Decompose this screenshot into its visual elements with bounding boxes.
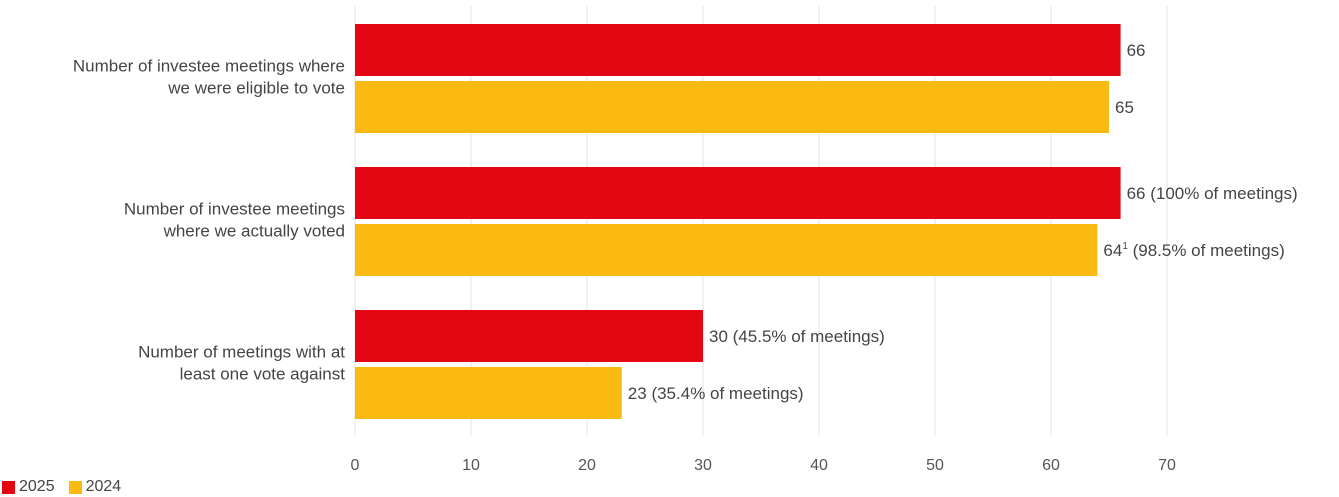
x-tick-label-10: 10 [462,457,480,474]
x-tick-label-60: 60 [1042,457,1060,474]
data-label-percent: (35.4% of meetings) [647,384,804,403]
x-tick-label-0: 0 [351,457,360,474]
bar-2025-1 [355,167,1121,219]
category-label-0-line-1: we were eligible to vote [167,79,345,98]
x-tick-label-70: 70 [1158,457,1176,474]
data-label-footnote: 1 [1122,241,1128,252]
legend-item-2024: 2024 [68,478,122,496]
data-label-value: 64 [1103,241,1122,260]
data-label-percent: (45.5% of meetings) [728,327,885,346]
x-tick-label-30: 30 [694,457,712,474]
legend-item-2025: 2025 [2,478,55,496]
category-label-2-line-0: Number of meetings with at [138,343,345,362]
chart-legend: 2025 2024 [2,478,135,496]
data-label-percent: (100% of meetings) [1146,184,1298,203]
data-label-2025-1: 66 (100% of meetings) [1127,184,1298,203]
bar-2024-1 [355,224,1098,276]
data-label-value: 23 [628,384,647,403]
x-tick-label-40: 40 [810,457,828,474]
data-label-value: 30 [709,327,728,346]
data-label-2025-2: 30 (45.5% of meetings) [709,327,885,346]
legend-label-2024: 2024 [85,478,122,495]
legend-swatch-2024 [68,480,82,494]
data-label-value: 66 [1127,184,1146,203]
legend-label-2025: 2025 [19,478,55,495]
x-tick-label-20: 20 [578,457,596,474]
bar-2025-0 [355,24,1121,76]
data-label-2024-2: 23 (35.4% of meetings) [628,384,804,403]
category-label-0-line-0: Number of investee meetings where [73,57,345,76]
category-label-2-line-1: least one vote against [180,365,346,384]
bar-2024-2 [355,367,622,419]
category-label-1-line-1: where we actually voted [163,222,345,241]
data-label-value: 66 [1127,41,1146,60]
bar-2025-2 [355,310,703,362]
legend-swatch-2025 [2,480,15,494]
data-label-2024-0: 65 [1115,98,1134,117]
bar-2024-0 [355,81,1109,133]
category-label-1-line-0: Number of investee meetings [124,200,345,219]
data-label-2025-0: 66 [1127,41,1146,60]
data-label-percent: (98.5% of meetings) [1128,241,1285,260]
x-tick-label-50: 50 [926,457,944,474]
data-label-value: 65 [1115,98,1134,117]
data-label-2024-1: 641 (98.5% of meetings) [1103,241,1284,260]
